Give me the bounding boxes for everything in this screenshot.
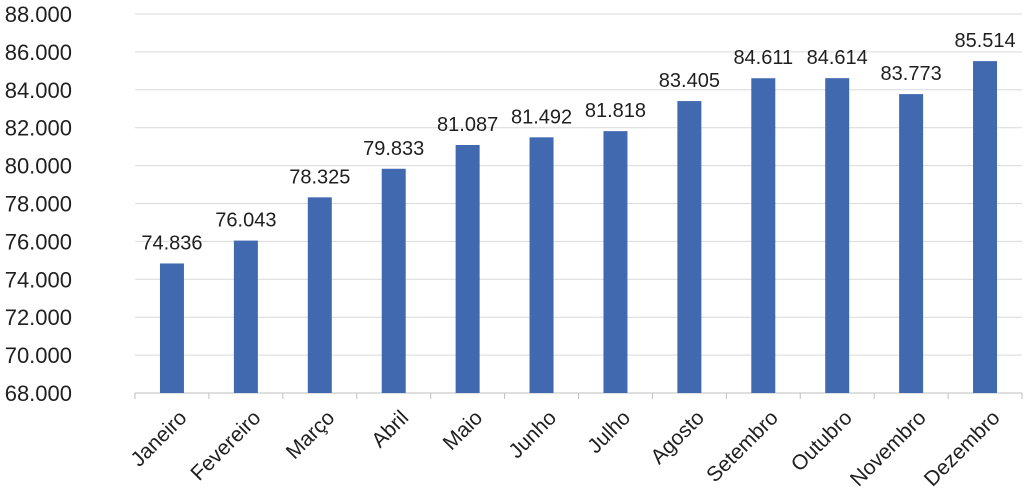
y-tick-label: 80.000 [5, 154, 72, 179]
data-label: 83.773 [881, 63, 942, 85]
bar [603, 131, 628, 393]
data-label: 74.836 [141, 232, 202, 254]
bar [899, 94, 924, 393]
data-label: 85.514 [954, 30, 1015, 52]
y-tick-label: 68.000 [5, 381, 72, 406]
data-label: 79.833 [363, 138, 424, 160]
category-label: Novembro [846, 406, 931, 491]
data-labels: 74.836 76.043 78.325 79.833 81.087 81.492 81.8… [141, 30, 1015, 254]
bar [677, 101, 702, 393]
category-label: Julho [583, 406, 635, 458]
data-label: 81.818 [585, 100, 646, 122]
y-tick-label: 76.000 [5, 229, 72, 254]
data-label: 84.611 [733, 47, 793, 69]
y-tick-label: 82.000 [5, 116, 72, 141]
y-tick-label: 70.000 [5, 343, 72, 368]
data-label: 83.405 [659, 70, 720, 92]
bar [381, 168, 406, 393]
category-label: Março [282, 406, 340, 464]
y-tick-label: 86.000 [5, 40, 72, 65]
y-tick-label: 78.000 [5, 192, 72, 217]
x-axis [134, 392, 1023, 399]
bars [159, 61, 998, 393]
bar [529, 137, 554, 393]
category-label: Junho [504, 406, 561, 463]
category-label: Maio [439, 406, 487, 454]
bar [455, 145, 480, 393]
data-label: 78.325 [289, 166, 350, 188]
data-label: 76.043 [215, 210, 276, 232]
bar [233, 240, 258, 393]
gridlines [135, 13, 1022, 356]
bar [751, 78, 776, 393]
category-label: Janeiro [127, 406, 192, 471]
bar [307, 197, 332, 393]
category-label: Fevereiro [186, 406, 265, 485]
bar [973, 61, 998, 393]
bar [825, 78, 850, 393]
category-label: Outubro [787, 406, 857, 476]
data-label: 81.087 [437, 114, 498, 136]
y-tick-label: 72.000 [5, 305, 72, 330]
category-label: Abril [367, 406, 413, 452]
category-label: Dezembro [920, 406, 1005, 491]
data-label: 84.614 [807, 47, 868, 69]
y-tick-label: 88.000 [5, 2, 72, 27]
data-label: 81.492 [511, 106, 572, 128]
y-tick-label: 74.000 [5, 267, 72, 292]
category-label: Setembro [702, 406, 783, 487]
y-tick-label: 84.000 [5, 78, 72, 103]
y-axis-ticks: 68.000 70.000 72.000 74.000 76.000 78.000 80.0… [5, 2, 72, 406]
bar [159, 263, 184, 393]
category-label: Agosto [646, 406, 709, 469]
